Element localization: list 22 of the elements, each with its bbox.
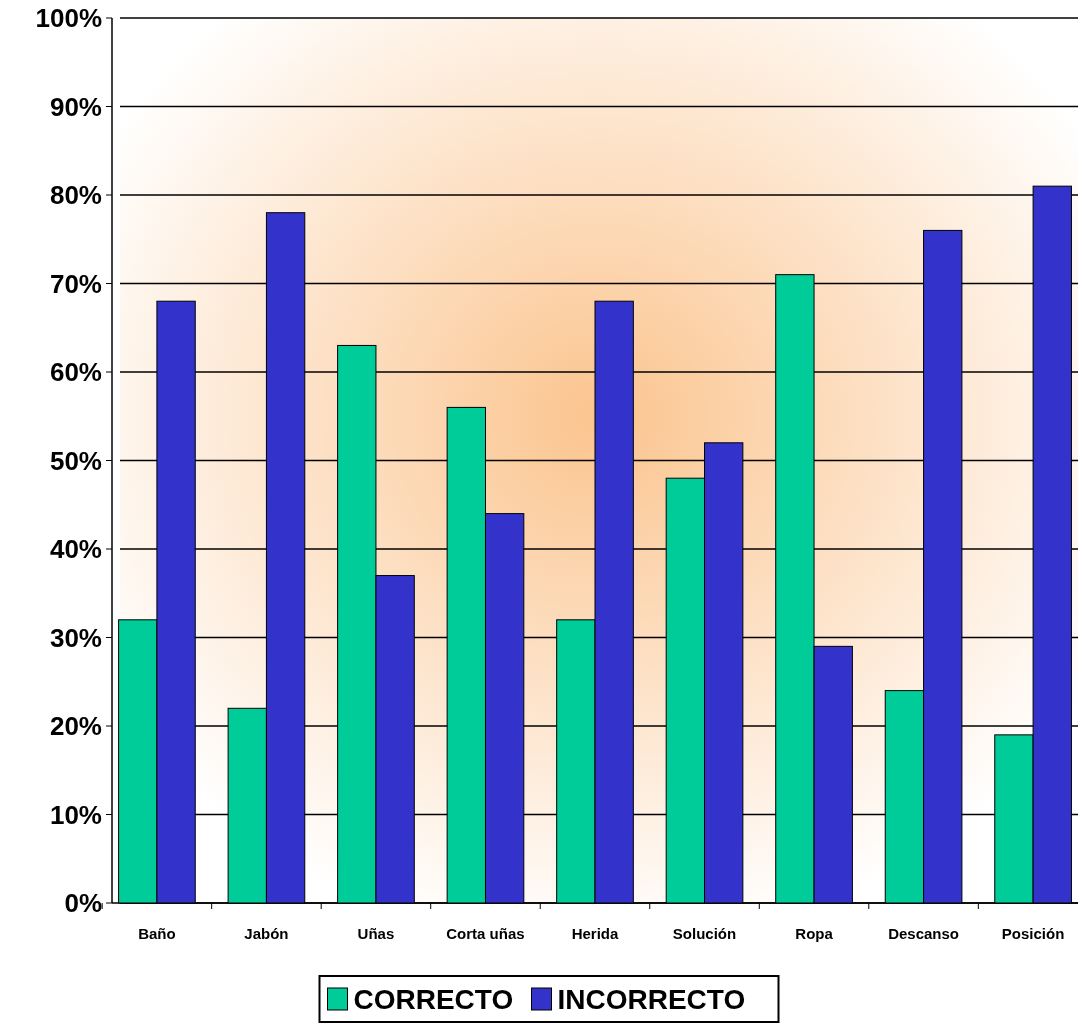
y-tick-label: 0% bbox=[64, 888, 102, 919]
y-tick-label: 10% bbox=[49, 799, 102, 830]
y-tick-label: 90% bbox=[49, 91, 102, 122]
y-tick-label: 30% bbox=[49, 622, 102, 653]
x-tick-label: Jabón bbox=[244, 925, 289, 942]
y-tick-label: 20% bbox=[49, 711, 102, 742]
y-tick-label: 100% bbox=[35, 3, 102, 34]
y-tick-label: 80% bbox=[49, 180, 102, 211]
x-tick-label: Ropa bbox=[795, 925, 834, 942]
y-tick-label: 70% bbox=[49, 268, 102, 299]
y-tick-label: 50% bbox=[49, 445, 102, 476]
legend-label: INCORRECTO bbox=[557, 983, 746, 1015]
x-tick-label: Posición bbox=[1001, 925, 1065, 942]
x-tick-label: Corta uñas bbox=[446, 925, 525, 942]
x-tick-label: Baño bbox=[138, 925, 176, 942]
y-tick-label: 40% bbox=[49, 534, 102, 565]
x-tick-label: Solución bbox=[672, 925, 737, 942]
x-tick-label: Descanso bbox=[888, 925, 960, 942]
legend-label: CORRECTO bbox=[353, 983, 514, 1015]
x-tick-label: Uñas bbox=[357, 925, 395, 942]
y-tick-label: 60% bbox=[49, 357, 102, 388]
x-tick-label: Herida bbox=[571, 925, 619, 942]
